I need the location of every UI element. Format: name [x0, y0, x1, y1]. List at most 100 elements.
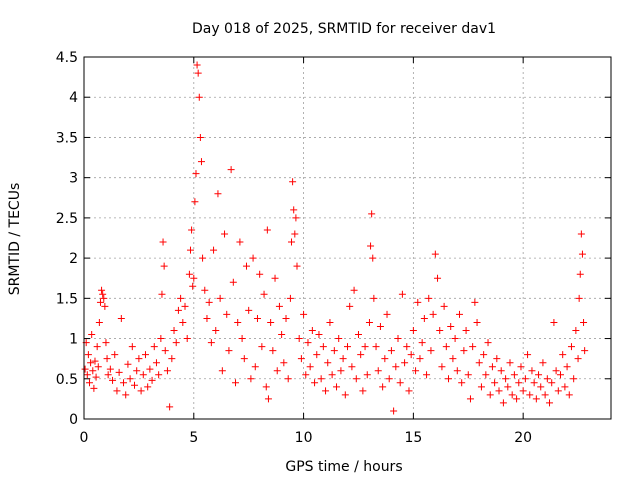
data-point	[556, 371, 564, 379]
data-point	[186, 246, 194, 254]
data-point	[344, 343, 351, 351]
data-point	[152, 359, 160, 367]
data-point	[214, 190, 222, 198]
data-point	[207, 339, 215, 347]
data-point	[242, 262, 250, 270]
data-point	[84, 351, 92, 359]
data-point	[324, 359, 332, 367]
data-point	[103, 355, 111, 363]
data-point	[554, 387, 562, 395]
data-point	[407, 351, 415, 359]
data-point	[442, 343, 450, 351]
data-point	[289, 178, 297, 186]
data-point	[578, 250, 586, 258]
data-point	[390, 407, 398, 415]
data-point	[232, 379, 240, 387]
data-point	[304, 339, 312, 347]
data-point	[519, 387, 527, 395]
data-point	[111, 351, 119, 359]
data-point	[559, 351, 567, 359]
data-point	[313, 351, 321, 359]
data-point	[174, 306, 182, 314]
data-point	[462, 327, 470, 335]
data-point	[357, 351, 365, 359]
data-point	[139, 371, 147, 379]
data-point	[570, 375, 578, 383]
data-point	[574, 355, 582, 363]
data-point	[460, 347, 468, 355]
data-point	[434, 274, 442, 282]
data-point	[284, 375, 292, 383]
data-point	[550, 318, 558, 326]
data-point	[166, 403, 174, 411]
data-point	[427, 347, 435, 355]
data-point	[458, 379, 466, 387]
data-point	[181, 302, 189, 310]
data-point	[262, 383, 270, 391]
grid-lines	[84, 57, 611, 419]
data-point	[346, 302, 354, 310]
data-point	[530, 379, 538, 387]
data-point	[91, 357, 99, 365]
data-point	[480, 351, 488, 359]
y-tick-label: 3.5	[56, 130, 78, 146]
data-point	[491, 379, 499, 387]
data-point	[350, 286, 358, 294]
data-point	[271, 274, 279, 282]
data-point	[315, 331, 323, 339]
data-point	[506, 359, 514, 367]
data-point	[535, 371, 543, 379]
data-point	[436, 327, 444, 335]
data-point	[477, 383, 485, 391]
data-point	[337, 367, 345, 375]
data-point	[199, 254, 207, 262]
data-point	[532, 395, 540, 403]
data-point	[440, 302, 448, 310]
data-point	[85, 379, 93, 387]
data-point	[88, 331, 96, 339]
data-point	[475, 359, 483, 367]
data-point	[258, 343, 266, 351]
data-point	[95, 318, 103, 326]
data-point	[106, 365, 114, 373]
data-point	[471, 298, 479, 306]
data-point	[160, 262, 168, 270]
data-point	[264, 395, 272, 403]
data-point	[253, 314, 261, 322]
data-point	[133, 367, 141, 375]
data-point	[431, 250, 439, 258]
data-point	[234, 318, 242, 326]
data-point	[212, 327, 220, 335]
data-point	[372, 343, 380, 351]
y-tick-label: 1.5	[56, 291, 78, 307]
y-tick-label: 0	[69, 412, 78, 428]
y-tick-label: 1	[69, 332, 78, 348]
data-point	[381, 355, 389, 363]
data-point	[464, 371, 472, 379]
data-point	[225, 347, 233, 355]
data-point	[319, 343, 327, 351]
data-point	[453, 367, 461, 375]
x-tick-label: 20	[514, 430, 532, 446]
data-point	[333, 383, 341, 391]
data-point	[575, 294, 583, 302]
data-point	[528, 367, 536, 375]
data-point	[383, 310, 391, 318]
data-point	[158, 290, 166, 298]
plot-frame	[83, 56, 612, 420]
data-point	[179, 318, 187, 326]
data-point	[376, 322, 384, 330]
data-point	[488, 363, 496, 371]
data-point	[81, 365, 89, 373]
data-point	[486, 391, 494, 399]
data-point	[131, 381, 139, 389]
data-point	[251, 363, 259, 371]
data-point	[275, 302, 283, 310]
data-point	[473, 318, 481, 326]
data-point	[580, 318, 588, 326]
data-point	[576, 270, 584, 278]
data-point	[223, 310, 231, 318]
data-point	[300, 310, 308, 318]
y-tick-label: 0.5	[56, 372, 78, 388]
y-tick-label: 3	[69, 171, 78, 187]
